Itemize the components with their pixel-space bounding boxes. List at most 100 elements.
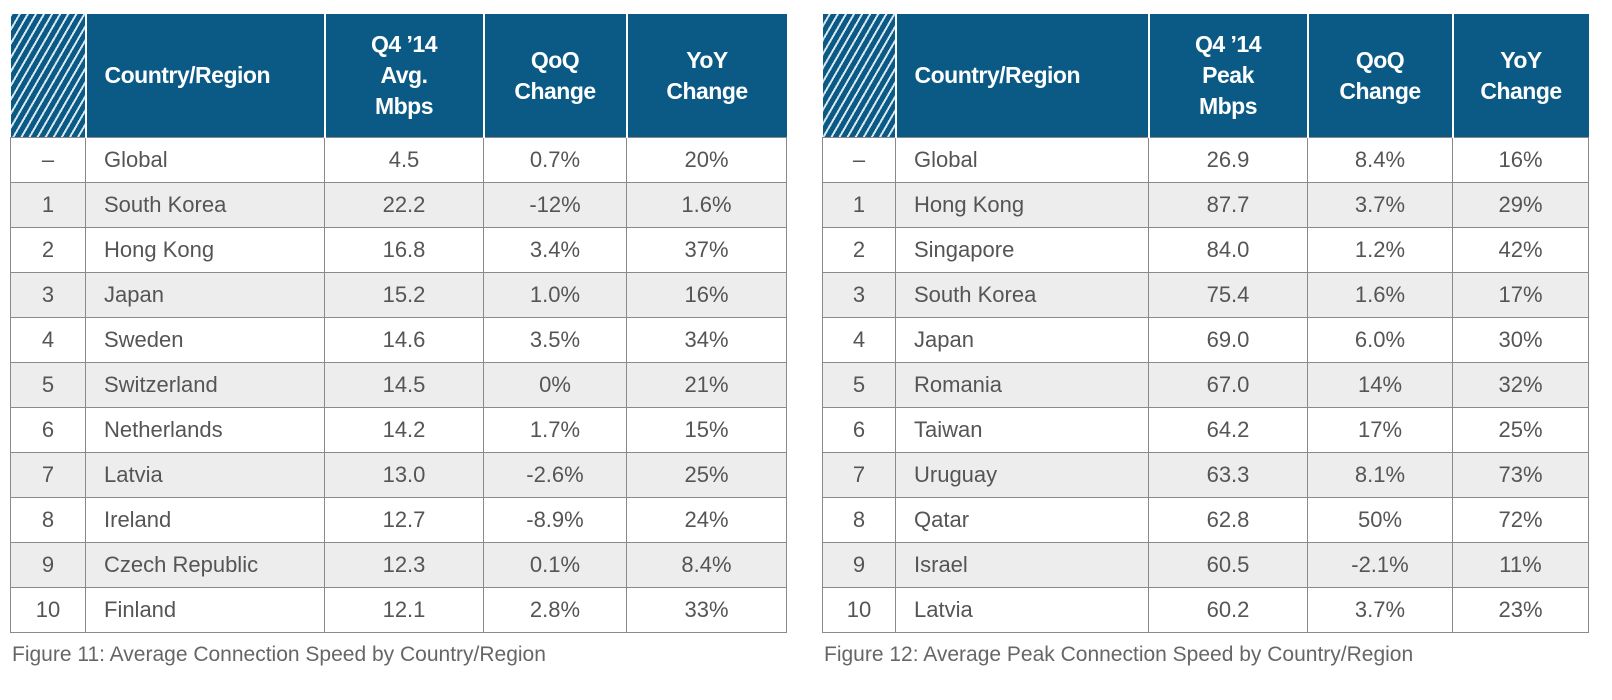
country-cell: Taiwan: [895, 407, 1149, 453]
speed-cell: 12.3: [324, 542, 484, 588]
country-cell: Israel: [895, 542, 1149, 588]
qoq-cell: 3.5%: [483, 317, 627, 363]
country-cell: Netherlands: [85, 407, 325, 453]
speed-cell: 12.1: [324, 587, 484, 633]
table-row: 10 Finland 12.1 2.8% 33%: [10, 587, 787, 633]
qoq-cell: 1.6%: [1307, 272, 1453, 318]
column-header: Q4 ’14 Avg. Mbps: [323, 14, 484, 138]
qoq-cell: -2.1%: [1307, 542, 1453, 588]
rank-cell: 10: [10, 587, 86, 633]
country-cell: Uruguay: [895, 452, 1149, 498]
speed-cell: 16.8: [324, 227, 484, 273]
speed-cell: 75.4: [1148, 272, 1308, 318]
speed-cell: 14.5: [324, 362, 484, 408]
table-row: 3 Japan 15.2 1.0% 16%: [10, 272, 787, 318]
country-cell: South Korea: [895, 272, 1149, 318]
rank-cell: –: [10, 137, 86, 183]
speed-cell: 60.2: [1148, 587, 1308, 633]
speed-cell: 69.0: [1148, 317, 1308, 363]
speed-cell: 13.0: [324, 452, 484, 498]
table-row: 2 Hong Kong 16.8 3.4% 37%: [10, 227, 787, 273]
rank-cell: 4: [822, 317, 896, 363]
table-row: 1 Hong Kong 87.7 3.7% 29%: [822, 182, 1589, 228]
yoy-cell: 17%: [1452, 272, 1589, 318]
rank-cell: 2: [822, 227, 896, 273]
speed-cell: 22.2: [324, 182, 484, 228]
table-row: 8 Qatar 62.8 50% 72%: [822, 497, 1589, 543]
speed-cell: 26.9: [1148, 137, 1308, 183]
country-cell: Singapore: [895, 227, 1149, 273]
yoy-cell: 16%: [626, 272, 787, 318]
qoq-cell: -12%: [483, 182, 627, 228]
column-header: QoQ Change: [482, 14, 627, 138]
speed-cell: 84.0: [1148, 227, 1308, 273]
qoq-cell: 3.7%: [1307, 587, 1453, 633]
speed-cell: 4.5: [324, 137, 484, 183]
figure-12: Country/Region Q4 ’14 Peak Mbps QoQ Change…: [822, 14, 1589, 667]
speed-cell: 14.6: [324, 317, 484, 363]
country-cell: Czech Republic: [85, 542, 325, 588]
yoy-cell: 34%: [626, 317, 787, 363]
rank-cell: 7: [822, 452, 896, 498]
yoy-cell: 25%: [626, 452, 787, 498]
column-header: Country/Region: [894, 14, 1149, 138]
table-row: 9 Israel 60.5 -2.1% 11%: [822, 542, 1589, 588]
figure-11: Country/Region Q4 ’14 Avg. Mbps QoQ Change…: [10, 14, 787, 667]
country-cell: Latvia: [85, 452, 325, 498]
speed-table: Country/Region Q4 ’14 Avg. Mbps QoQ Change…: [10, 14, 787, 633]
table-row: – Global 26.9 8.4% 16%: [822, 137, 1589, 183]
column-header: Q4 ’14 Peak Mbps: [1147, 14, 1308, 138]
qoq-cell: 0.1%: [483, 542, 627, 588]
header-row: Country/Region Q4 ’14 Peak Mbps QoQ Change…: [822, 14, 1589, 138]
table-row: 1 South Korea 22.2 -12% 1.6%: [10, 182, 787, 228]
rank-cell: 3: [10, 272, 86, 318]
speed-cell: 14.2: [324, 407, 484, 453]
country-cell: Switzerland: [85, 362, 325, 408]
yoy-cell: 32%: [1452, 362, 1589, 408]
yoy-cell: 24%: [626, 497, 787, 543]
rank-cell: 3: [822, 272, 896, 318]
yoy-cell: 42%: [1452, 227, 1589, 273]
table-row: 7 Uruguay 63.3 8.1% 73%: [822, 452, 1589, 498]
table-row: 9 Czech Republic 12.3 0.1% 8.4%: [10, 542, 787, 588]
yoy-cell: 72%: [1452, 497, 1589, 543]
rank-cell: 2: [10, 227, 86, 273]
table-row: 10 Latvia 60.2 3.7% 23%: [822, 587, 1589, 633]
column-header: YoY Change: [1451, 14, 1589, 138]
yoy-cell: 1.6%: [626, 182, 787, 228]
qoq-cell: 6.0%: [1307, 317, 1453, 363]
qoq-cell: 1.0%: [483, 272, 627, 318]
country-cell: Sweden: [85, 317, 325, 363]
speed-table: Country/Region Q4 ’14 Peak Mbps QoQ Change…: [822, 14, 1589, 633]
country-cell: Finland: [85, 587, 325, 633]
hatch-pattern-cell: [822, 14, 896, 138]
country-cell: Qatar: [895, 497, 1149, 543]
yoy-cell: 25%: [1452, 407, 1589, 453]
table-row: 4 Sweden 14.6 3.5% 34%: [10, 317, 787, 363]
country-cell: Hong Kong: [85, 227, 325, 273]
figure-caption: Figure 11: Average Connection Speed by C…: [12, 643, 546, 666]
rank-cell: 6: [822, 407, 896, 453]
table-row: 5 Switzerland 14.5 0% 21%: [10, 362, 787, 408]
qoq-cell: -8.9%: [483, 497, 627, 543]
rank-cell: –: [822, 137, 896, 183]
qoq-cell: 1.7%: [483, 407, 627, 453]
table-row: 2 Singapore 84.0 1.2% 42%: [822, 227, 1589, 273]
figure-caption: Figure 12: Average Peak Connection Speed…: [824, 643, 1414, 666]
column-header: Country/Region: [84, 14, 325, 138]
header-row: Country/Region Q4 ’14 Avg. Mbps QoQ Change…: [10, 14, 787, 138]
yoy-cell: 15%: [626, 407, 787, 453]
speed-cell: 87.7: [1148, 182, 1308, 228]
qoq-cell: -2.6%: [483, 452, 627, 498]
speed-cell: 67.0: [1148, 362, 1308, 408]
rank-cell: 8: [10, 497, 86, 543]
country-cell: Hong Kong: [895, 182, 1149, 228]
column-header: YoY Change: [625, 14, 787, 138]
yoy-cell: 20%: [626, 137, 787, 183]
column-header: QoQ Change: [1306, 14, 1453, 138]
qoq-cell: 3.4%: [483, 227, 627, 273]
country-cell: Ireland: [85, 497, 325, 543]
table-row: 6 Taiwan 64.2 17% 25%: [822, 407, 1589, 453]
qoq-cell: 2.8%: [483, 587, 627, 633]
qoq-cell: 0%: [483, 362, 627, 408]
